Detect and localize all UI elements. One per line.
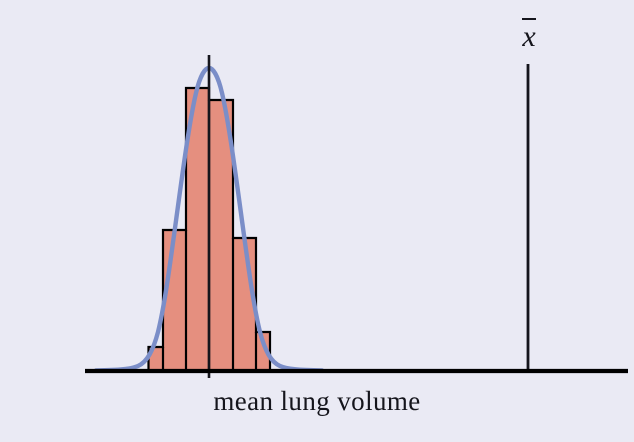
histogram-bar [209,100,233,371]
histogram-bar [256,332,270,371]
population-mean-label-text: x [522,18,536,53]
population-mean-label: x [508,18,550,53]
x-axis-caption: mean lung volume [213,386,421,416]
histogram-bar [186,88,209,371]
histogram-bar [163,230,186,371]
